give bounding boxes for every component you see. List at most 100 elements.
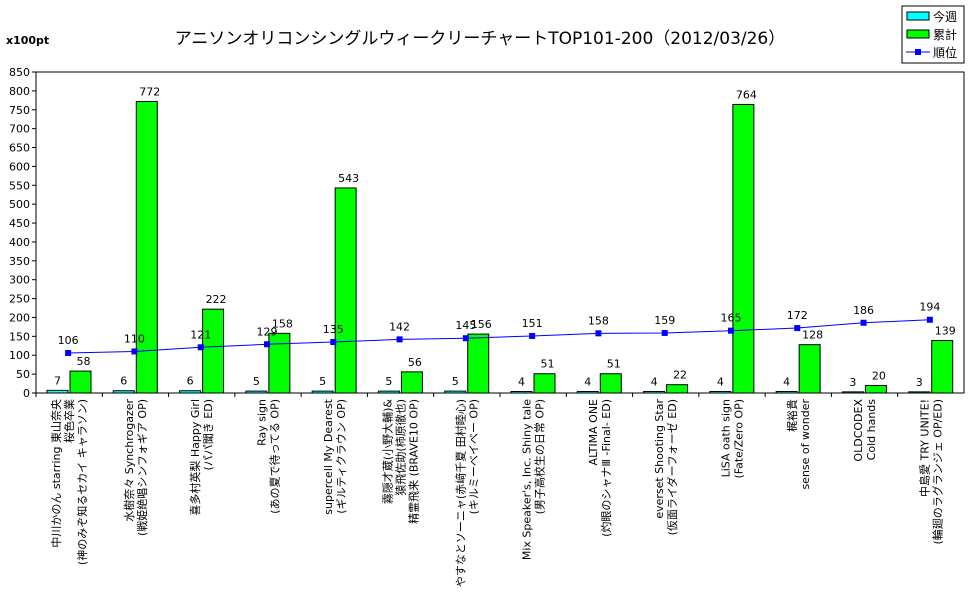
data-label-cumulative: 764 xyxy=(736,88,757,101)
category-label: 喜多村英梨 Happy Girl (パパ聞き ED) xyxy=(188,399,215,516)
y-tick-label: 100 xyxy=(9,349,30,362)
rank-point xyxy=(396,336,403,343)
rank-point xyxy=(462,335,469,342)
category-label-line: (神のみぞ知るセカイ キャラソン) xyxy=(75,399,89,565)
data-label-cumulative: 222 xyxy=(206,293,227,306)
rank-point xyxy=(926,316,933,323)
data-label-rank: 142 xyxy=(389,320,410,333)
category-label-line: (あの夏で待ってる OP) xyxy=(268,399,282,514)
category-label-line: やすなとソーニャ(赤﨑千夏 田村睦心) xyxy=(453,399,467,587)
bar-cumulative xyxy=(202,308,225,394)
legend-swatch xyxy=(906,29,930,39)
data-label-rank: 186 xyxy=(853,304,874,317)
data-label-rank: 135 xyxy=(323,323,344,336)
category-label-line: 霧隠才蔵(小野大輔)& xyxy=(381,399,395,505)
bar-this-week xyxy=(709,390,732,394)
bar-cumulative xyxy=(732,103,755,394)
bar-cumulative xyxy=(666,384,689,394)
bar-this-week xyxy=(510,390,533,394)
data-label-this-week: 4 xyxy=(717,375,724,388)
category-label: LiSA oath sign (Fate/Zero OP) xyxy=(720,399,746,479)
data-label-rank: 145 xyxy=(455,319,476,332)
data-label-this-week: 6 xyxy=(187,375,194,388)
bar-cumulative xyxy=(400,371,423,394)
data-label-rank: 165 xyxy=(721,312,742,325)
category-label-line: sense of wonder xyxy=(799,399,812,490)
category-label-line: (Fate/Zero OP) xyxy=(733,399,746,479)
y-tick-label: 400 xyxy=(9,236,30,249)
rank-line xyxy=(68,319,930,354)
data-label-this-week: 5 xyxy=(385,375,392,388)
chart-title: アニソンオリコンシングルウィークリーチャートTOP101-200（2012/03… xyxy=(175,29,786,49)
category-label-line: 精霊飛来 (BRAVE10 OP) xyxy=(408,399,421,524)
category-label: supercell My Dearest (ギルティクラウン OP) xyxy=(322,398,348,514)
category-label-line: (戦姫絶唱シンフォギア OP) xyxy=(135,399,149,536)
category-label-line: (パパ聞き ED) xyxy=(202,399,215,471)
bar-cumulative xyxy=(69,370,92,394)
bar-cumulative xyxy=(931,340,954,394)
y-tick-label: 600 xyxy=(9,160,30,173)
data-label-cumulative: 139 xyxy=(935,325,956,338)
legend-label: 今週 xyxy=(933,9,957,24)
y-tick-label: 750 xyxy=(9,104,30,117)
category-label-line: (キルミーベイベー OP) xyxy=(467,399,480,514)
category-label-line: (仮面ライダーフォーゼ ED) xyxy=(665,399,679,535)
data-label-rank: 106 xyxy=(58,334,79,347)
category-label: ALTIMA ONE (灼眼のシャナⅢ -Final- ED) xyxy=(587,399,613,537)
bar-cumulative xyxy=(334,187,357,394)
category-label-line: OLDCODEX xyxy=(852,399,865,462)
bar-cumulative xyxy=(798,344,821,394)
y-tick-label: 200 xyxy=(9,311,30,324)
category-label-line: 桜色卒業 xyxy=(62,399,76,443)
y-tick-label: 500 xyxy=(9,198,30,211)
y-tick-label: 50 xyxy=(16,368,30,381)
data-label-this-week: 4 xyxy=(783,375,790,388)
bar-this-week xyxy=(841,391,864,394)
y-unit-label: x100pt xyxy=(6,34,49,47)
bar-cumulative xyxy=(533,373,556,394)
rank-point xyxy=(728,327,734,334)
bar-this-week xyxy=(576,390,599,394)
bar-cumulative xyxy=(599,373,622,394)
bar-this-week xyxy=(444,390,467,394)
data-label-this-week: 4 xyxy=(518,375,525,388)
legend-marker xyxy=(915,49,921,55)
category-label-line: (輪廻のラグランジェ OP/ED) xyxy=(930,399,944,545)
data-label-rank: 151 xyxy=(522,317,543,330)
category-label-line: 中川かのん starring 東山奈央 xyxy=(49,399,63,548)
data-label-cumulative: 58 xyxy=(77,355,91,368)
data-label-cumulative: 20 xyxy=(872,369,886,382)
data-label-cumulative: 51 xyxy=(541,358,555,371)
bar-this-week xyxy=(311,390,334,394)
bar-this-week xyxy=(643,390,666,394)
category-label: 水樹奈々 Synchrogazer (戦姫絶唱シンフォギア OP) xyxy=(122,399,149,537)
data-label-cumulative: 158 xyxy=(272,317,293,330)
data-label-this-week: 5 xyxy=(452,375,459,388)
y-tick-label: 300 xyxy=(9,274,30,287)
data-label-cumulative: 543 xyxy=(338,172,359,185)
data-label-this-week: 5 xyxy=(319,375,326,388)
category-label-line: ALTIMA ONE xyxy=(587,399,600,466)
rank-point xyxy=(529,332,536,339)
data-label-this-week: 5 xyxy=(253,375,260,388)
category-label-line: Mix Speaker's, Inc. Shiny tale xyxy=(521,399,534,560)
y-tick-label: 550 xyxy=(9,179,30,192)
plot-area: 0 50 100 150 200 250 300 350 400 450 500 550 600 650 7… xyxy=(9,66,965,587)
category-label: 梶裕貴 sense of wonder xyxy=(785,399,812,490)
category-label-line: LiSA oath sign xyxy=(720,399,733,477)
category-label: Ray sign (あの夏で待ってる OP) xyxy=(256,399,282,514)
rank-point xyxy=(860,319,867,326)
data-label-cumulative: 51 xyxy=(607,358,621,371)
legend-label: 順位 xyxy=(933,45,957,60)
category-label-line: Ray sign xyxy=(256,399,269,446)
data-label-rank: 158 xyxy=(588,314,609,327)
bar-cumulative xyxy=(864,384,887,394)
category-label-line: Cold hands xyxy=(865,399,878,461)
data-label-cumulative: 22 xyxy=(673,369,687,382)
rank-point xyxy=(661,329,668,336)
bar-cumulative xyxy=(268,332,291,394)
data-label-rank: 121 xyxy=(190,328,211,341)
category-label: OLDCODEX Cold hands xyxy=(852,399,878,462)
